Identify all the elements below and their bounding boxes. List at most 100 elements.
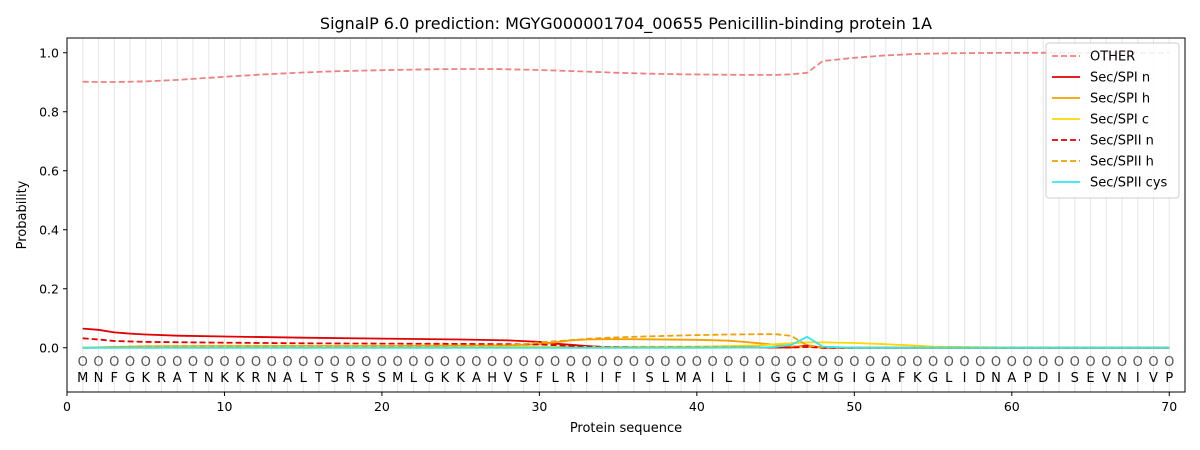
x-tick-label: 10 (217, 399, 233, 414)
y-tick-label: 1.0 (39, 45, 59, 60)
region-label: O (141, 355, 151, 370)
residue-label: P (1165, 371, 1173, 386)
series-layer (82, 51, 1170, 349)
y-tick-label: 0.6 (39, 163, 59, 178)
region-label: O (1070, 355, 1080, 370)
region-label: O (865, 355, 875, 370)
region-label: O (519, 355, 529, 370)
y-tick-label: 0.0 (39, 340, 59, 355)
residue-label: E (1086, 371, 1094, 386)
region-label: O (1007, 355, 1017, 370)
region-label: O (755, 355, 765, 370)
residue-label: S (520, 371, 528, 386)
sequence-labels: OMONOFOGOKOROAOTONOKOKORONOAOLOTOSOROSOS… (77, 355, 1174, 386)
region-label: O (314, 355, 324, 370)
x-tick-label: 20 (374, 399, 390, 414)
region-label: O (93, 355, 103, 370)
region-label: O (959, 355, 969, 370)
residue-label: G (786, 371, 796, 386)
residue-label: V (503, 371, 512, 386)
region-label: O (1054, 355, 1064, 370)
x-tick-label: 0 (63, 399, 71, 414)
x-tick-label: 30 (531, 399, 547, 414)
region-label: O (1148, 355, 1158, 370)
y-axis-label: Probability (15, 180, 30, 249)
residue-label: R (251, 371, 260, 386)
region-label: O (188, 355, 198, 370)
region-label: O (896, 355, 906, 370)
residue-label: H (487, 371, 497, 386)
vertical-grid (82, 38, 1170, 392)
region-label: O (975, 355, 985, 370)
region-label: O (78, 355, 88, 370)
region-label: O (692, 355, 702, 370)
region-label: O (802, 355, 812, 370)
region-label: O (660, 355, 670, 370)
legend: OTHER Sec/SPI n Sec/SPI h Sec/SPI c Sec/SPII… (1045, 42, 1180, 199)
residue-label: S (1071, 371, 1079, 386)
residue-label: F (536, 371, 543, 386)
residue-label: R (346, 371, 355, 386)
y-axis-ticks: 0.0 0.2 0.4 0.6 0.8 1.0 (39, 45, 67, 355)
chart-title: SignalP 6.0 prediction: MGYG000001704_00… (320, 14, 932, 34)
residue-label: L (410, 371, 418, 386)
region-label: O (330, 355, 340, 370)
region-label: O (125, 355, 135, 370)
region-label: O (345, 355, 355, 370)
region-label: O (109, 355, 119, 370)
y-tick-label: 0.4 (39, 222, 59, 237)
residue-label: I (711, 371, 715, 386)
region-label: O (1038, 355, 1048, 370)
legend-entry: Sec/SPII n (1090, 134, 1154, 149)
residue-label: F (110, 371, 117, 386)
region-label: O (1117, 355, 1127, 370)
region-label: O (471, 355, 481, 370)
region-label: O (393, 355, 403, 370)
x-axis-ticks: 0 10 20 30 40 50 60 70 (63, 392, 1177, 414)
residue-label: I (600, 371, 604, 386)
residue-label: L (300, 371, 308, 386)
residue-label: I (632, 371, 636, 386)
legend-entry: Sec/SPI h (1090, 92, 1150, 107)
region-label: O (739, 355, 749, 370)
region-label: O (204, 355, 214, 370)
residue-label: T (188, 371, 197, 386)
residue-label: A (692, 371, 701, 386)
residue-label: M (817, 371, 828, 386)
region-label: O (298, 355, 308, 370)
residue-label: S (645, 371, 653, 386)
residue-label: F (614, 371, 621, 386)
residue-label: G (125, 371, 135, 386)
series-line-other (82, 51, 1170, 83)
series-line-sec-spii-cys (82, 335, 1170, 349)
region-label: O (582, 355, 592, 370)
region-label: O (1022, 355, 1032, 370)
x-tick-label: 50 (846, 399, 862, 414)
residue-label: G (928, 371, 938, 386)
series-line-sec-spi-n (82, 327, 1170, 349)
x-tick-label: 40 (689, 399, 705, 414)
residue-label: A (472, 371, 481, 386)
region-label: O (156, 355, 166, 370)
residue-label: R (566, 371, 575, 386)
residue-label: I (742, 371, 746, 386)
residue-label: S (362, 371, 370, 386)
residue-label: K (141, 371, 150, 386)
residue-label: K (236, 371, 245, 386)
residue-label: D (975, 371, 985, 386)
region-label: O (629, 355, 639, 370)
region-label: O (613, 355, 623, 370)
legend-entry: Sec/SPII h (1090, 155, 1154, 170)
region-label: O (361, 355, 371, 370)
residue-label: M (77, 371, 88, 386)
plot-frame (66, 37, 1186, 393)
residue-label: I (852, 371, 856, 386)
residue-label: I (1136, 371, 1140, 386)
residue-label: N (267, 371, 277, 386)
residue-label: G (424, 371, 434, 386)
region-label: O (566, 355, 576, 370)
residue-label: V (1102, 371, 1111, 386)
region-label: O (219, 355, 229, 370)
residue-label: L (552, 371, 560, 386)
